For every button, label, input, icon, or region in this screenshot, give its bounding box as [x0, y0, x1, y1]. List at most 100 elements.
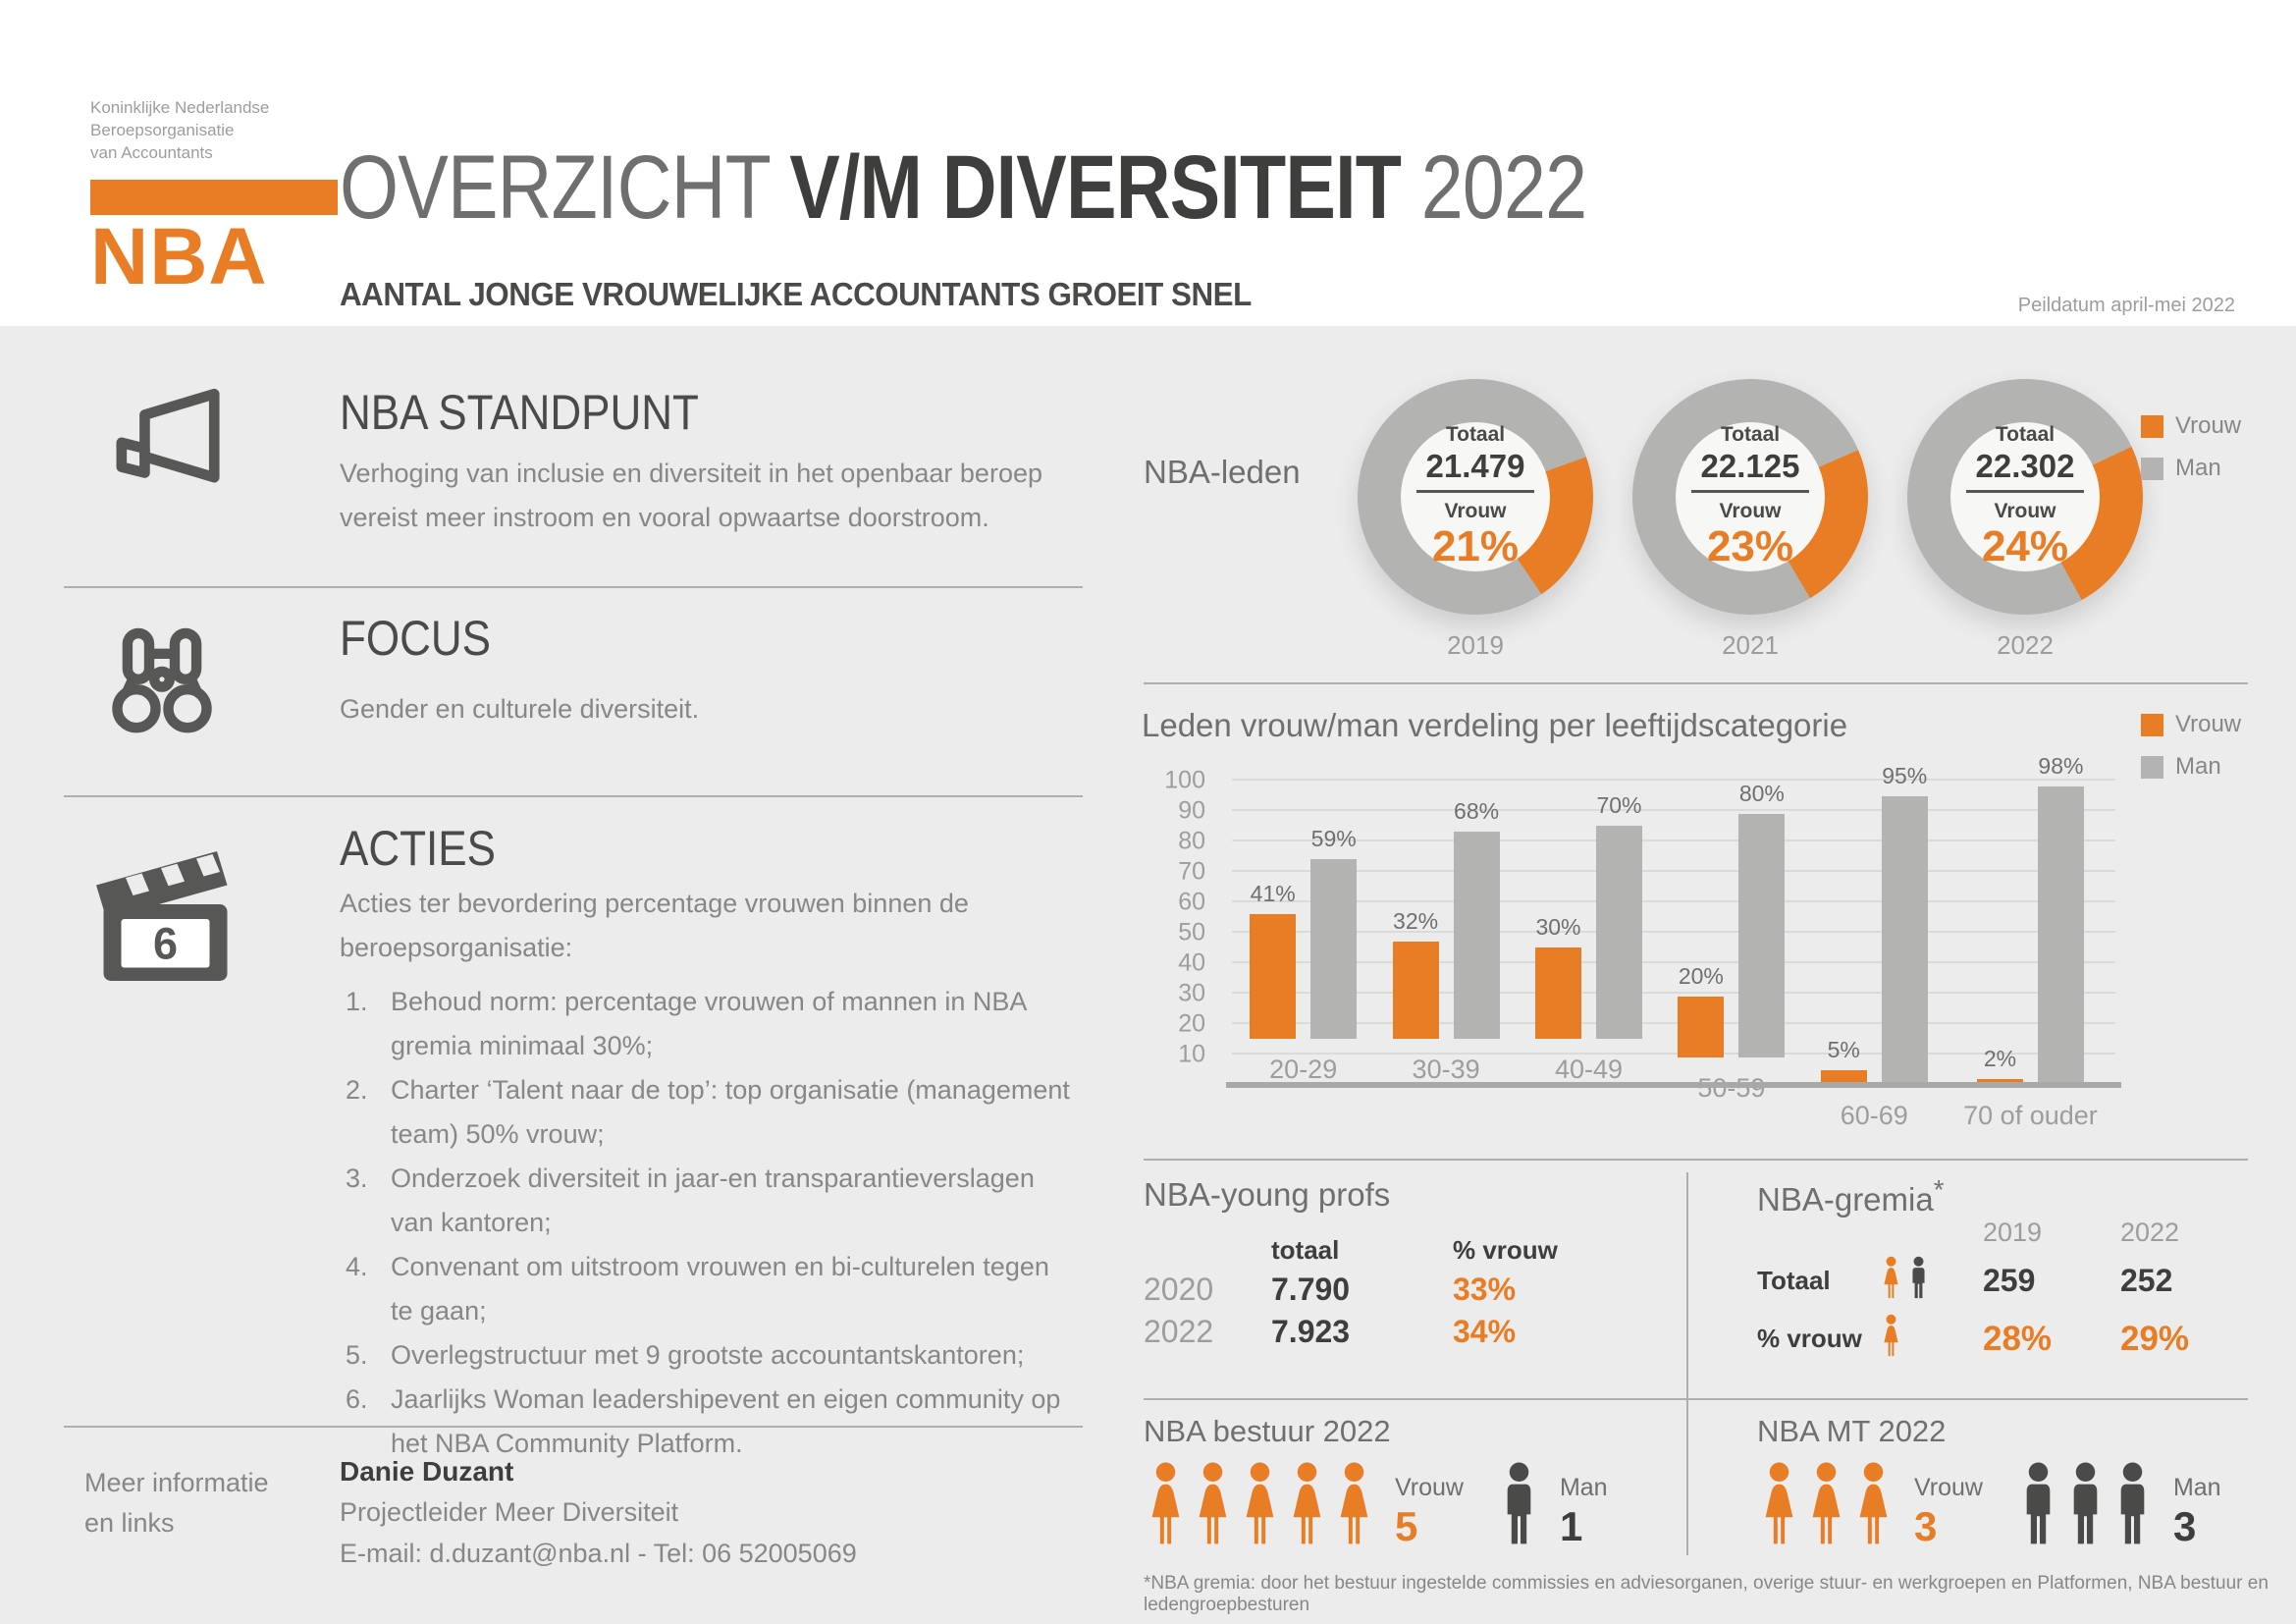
mt-pictogram: Vrouw 3 Man 3 [1757, 1457, 2255, 1558]
young-profs-total: 7.790 [1271, 1272, 1351, 1307]
gremia-row-icons [1880, 1256, 1983, 1306]
divider [1144, 1398, 2248, 1400]
clapperboard-icon: 6 [84, 837, 246, 1003]
section-title-focus: FOCUS [340, 611, 491, 666]
header: Koninklijke Nederlandse Beroepsorganisat… [0, 0, 2296, 326]
donut-block-2021: Totaal 22.125 Vrouw 23% 2021 [1632, 379, 1868, 661]
x-axis-line [1226, 1082, 2121, 1088]
category-label: 40-49 [1554, 1055, 1623, 1084]
gridlines [1232, 779, 2115, 1085]
acties-item: 3. Onderzoek diversiteit in jaar-en trans… [346, 1157, 1077, 1245]
bar-vrouw-40-49: 30% [1534, 914, 1581, 1039]
bar [1392, 941, 1439, 1039]
logo-org-line: Beroepsorganisatie [90, 121, 235, 139]
donut-chart-2021: Totaal 22.125 Vrouw 23% [1632, 379, 1868, 615]
legend-swatch [2141, 755, 2163, 779]
divider [1144, 682, 2248, 684]
page-subtitle: AANTAL JONGE VROUWELIJKE ACCOUNTANTS GRO… [340, 276, 1252, 312]
bar-group-40-49: 30% 70% 40-49 [1534, 781, 1642, 1085]
section-title-standpunt: NBA STANDPUNT [340, 385, 699, 440]
bar-value-label: 5% [1827, 1036, 1860, 1062]
donut-year-label: 2019 [1447, 630, 1504, 660]
acties-item: 6. Jaarlijks Woman leadershipevent en eig… [346, 1378, 1077, 1466]
bar-man-60-69: 95% [1881, 762, 1928, 1085]
donut-block-2019: Totaal 21.479 Vrouw 21% 2019 [1358, 379, 1593, 661]
bar-value-label: 41% [1250, 880, 1296, 906]
logo-acronym: NBA [90, 212, 268, 301]
male-icon [2063, 1457, 2108, 1558]
acties-count-badge: 6 [153, 919, 178, 969]
bar-y-axis: 10 20 30 40 50 60 70 80 90 100 [1139, 767, 1219, 1085]
donut-center: Totaal 21.479 Vrouw 21% [1401, 422, 1550, 571]
contact-label: Meer informatie en links [84, 1463, 269, 1543]
vrouw-count: 5 [1395, 1502, 1418, 1549]
gremia-table: 2019 2022 Totaal 259 252 % vrouw 28% 29% [1757, 1218, 2253, 1364]
reference-date: Peildatum april-mei 2022 [2017, 295, 2235, 316]
donut-vrouw-label: Vrouw [1719, 500, 1782, 522]
legend-label: Vrouw [2175, 711, 2242, 737]
male-icon [1497, 1457, 1541, 1558]
female-icon [1285, 1457, 1329, 1558]
logo-org-name: Koninklijke Nederlandse Beroepsorganisat… [90, 96, 338, 164]
bar-pair: 32% 68% [1392, 781, 1500, 1039]
bar [1310, 859, 1358, 1039]
donut-legend: Vrouw Man [2141, 412, 2241, 482]
category-label: 30-39 [1412, 1055, 1480, 1084]
logo-orange-bar [90, 180, 338, 215]
divider [64, 586, 1083, 588]
gridline [1232, 992, 2115, 994]
bar-value-label: 30% [1535, 914, 1581, 940]
logo-org-line: Koninklijke Nederlandse [90, 98, 270, 117]
footnote: *NBA gremia: door het bestuur ingestelde… [1144, 1573, 2269, 1615]
bar-vrouw-70 of ouder: 2% [1976, 1046, 2023, 1085]
contact-label-line: Meer informatie [84, 1468, 269, 1497]
bar-value-label: 95% [1882, 762, 1928, 788]
female-icon [1238, 1457, 1282, 1558]
gridline [1232, 779, 2115, 781]
y-tick-label: 30 [1178, 979, 1205, 1007]
female-icon [1880, 1314, 1902, 1364]
donut-chart-2019: Totaal 21.479 Vrouw 21% [1358, 379, 1593, 615]
bar [1595, 826, 1642, 1039]
mt-title: NBA MT 2022 [1757, 1414, 1947, 1448]
bar-value-label: 98% [2038, 753, 2084, 780]
legend-item-vrouw: Vrouw [2141, 711, 2241, 738]
donut-center: Totaal 22.125 Vrouw 23% [1676, 422, 1825, 571]
gridline [1232, 839, 2115, 841]
young-profs-title: NBA-young profs [1144, 1176, 1391, 1213]
acties-list: 1. Behoud norm: percentage vrouwen of man… [346, 980, 1077, 1466]
divider [64, 1426, 1083, 1428]
bar-vrouw-50-59: 20% [1678, 963, 1725, 1057]
gremia-value: 28% [1983, 1319, 2053, 1358]
bar-groups: 41% 59% 20-29 32% 68% 30-39 30% 70% 40-49 20% 80% 5… [1232, 753, 2115, 1130]
gremia-year-header: 2019 [1983, 1218, 2043, 1247]
y-tick-label: 90 [1178, 796, 1205, 825]
legend-item-man: Man [2141, 753, 2241, 781]
young-profs-header: % vrouw [1453, 1235, 1558, 1265]
y-tick-label: 70 [1178, 857, 1205, 886]
bar-group-30-39: 32% 68% 30-39 [1392, 781, 1500, 1085]
vertical-divider [1686, 1172, 1688, 1555]
acties-item: 2. Charter ‘Talent naar de top’: top orga… [346, 1068, 1077, 1157]
page-title: OVERZICHT V/M DIVERSITEIT 2022 [340, 137, 1824, 238]
contact-label-line: en links [84, 1508, 175, 1538]
bar [1534, 947, 1581, 1039]
gridline [1232, 961, 2115, 963]
man-label: Man [2172, 1473, 2221, 1501]
bar-man-70 of ouder: 98% [2037, 753, 2084, 1085]
acties-item-number: 6. [346, 1384, 368, 1414]
young-profs-total: 7.923 [1271, 1314, 1351, 1349]
acties-item-text: Behoud norm: percentage vrouwen of manne… [391, 987, 1026, 1060]
acties-item: 5. Overlegstructuur met 9 grootste accoun… [346, 1333, 1077, 1378]
man-count: 3 [2172, 1502, 2197, 1549]
male-icon [1907, 1256, 1930, 1306]
donut-vrouw-percentage: 24% [1981, 522, 2069, 570]
acties-item-text: Convenant om uitstroom vrouwen en bi-cul… [391, 1252, 1049, 1326]
acties-item-number: 5. [346, 1340, 368, 1370]
man-label: Man [1559, 1473, 1608, 1501]
young-profs-year: 2022 [1144, 1314, 1214, 1349]
young-profs-table: totaal % vrouw 2020 7.790 33% 2022 7.923 34% [1144, 1235, 1620, 1350]
donut-vrouw-percentage: 23% [1706, 522, 1794, 570]
category-label: 20-29 [1269, 1055, 1338, 1084]
bar-man-50-59: 80% [1738, 781, 1786, 1057]
